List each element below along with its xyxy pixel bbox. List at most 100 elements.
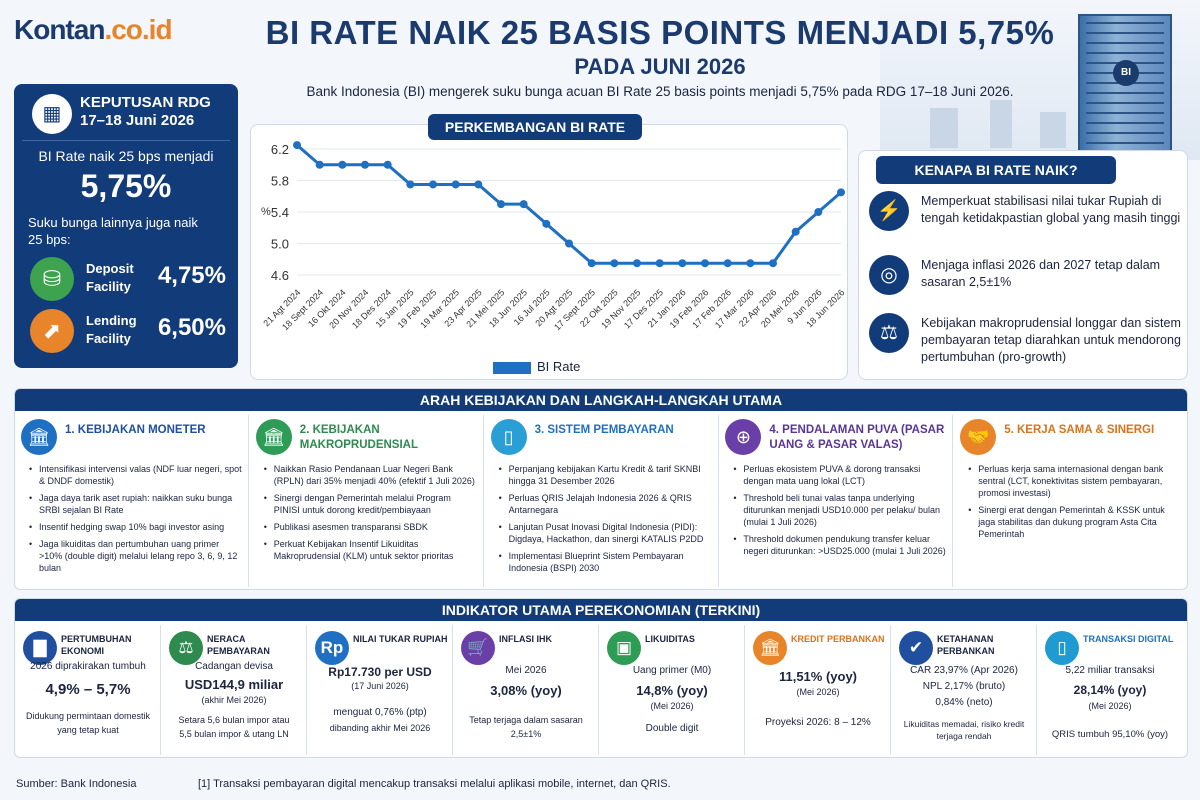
policy-list-item: Jaga likuiditas dan pertumbuhan uang pri… [29,538,243,574]
why-item: ⚡ Memperkuat stabilisasi nilai tukar Rup… [867,189,1183,245]
skyline-building [1040,112,1066,148]
indicator-text: Likuiditas memadai, risiko kredit [903,719,1025,729]
bank-icon: 🏛 [255,419,292,455]
policy-list: Perluas kerja sama internasional dengan … [968,463,1182,545]
data-point [361,160,369,169]
bank-icon: 🏛 [753,631,787,665]
why-item-text: Menjaga inflasi 2026 dan 2027 tetap dala… [921,258,1161,289]
indicator-text: (17 Juni 2026) [351,681,409,691]
data-point [723,259,732,268]
indicator-bank-credit: 🏛 KREDIT PERBANKAN 11,51% (yoy) (Mei 202… [745,625,891,755]
deposit-label-line1: Deposit [86,261,134,276]
page-title: BI RATE NAIK 25 BASIS POINTS MENJADI 5,7… [265,14,1055,51]
indicator-text: (Mei 2026) [796,687,840,697]
indicator-text: 2,5±1% [510,729,542,739]
data-point [633,259,641,268]
lending-label-line2: Facility [86,331,131,346]
data-point [837,188,845,197]
indicator-value: 4,9% – 5,7% [45,681,131,698]
policy-list-item: Implementasi Blueprint Sistem Pembayaran… [499,550,713,574]
calendar-icon: ▦ [32,94,72,134]
shield-icon: ⚡ [869,191,909,231]
page-title-line2: PADA JUNI 2026 [574,54,746,79]
policy-list-item: Perpanjang kebijakan Kartu Kredit & tari… [499,463,713,487]
policy-list: Perpanjang kebijakan Kartu Kredit & tari… [499,463,713,579]
policy-list-item: Threshold dokumen pendukung transfer kel… [733,533,947,557]
policy-column-head: 2. KEBIJAKAN MAKROPRUDENSIAL [299,424,418,451]
data-point [451,180,460,189]
bar-chart-icon: ▇ [23,631,57,665]
indicator-value: 3,08% (yoy) [490,683,562,698]
policy-column-head: 4. PENDALAMAN PUVA (PASAR UANG & PASAR V… [769,424,945,451]
indicator-liquidity: ▣ LIKUIDITAS Uang primer (M0) 14,8% (yoy… [599,625,745,755]
indicator-value: 14,8% (yoy) [636,683,708,698]
y-tick-label: 5.0 [271,237,289,252]
rdg-other-rates-line2: 25 bps: [28,232,71,247]
data-point [383,160,392,169]
indicator-text: (Mei 2026) [650,701,694,711]
indicator-text: Cadangan devisa [195,661,273,672]
indicator-value: Rp17.730 per USD [328,665,432,679]
smartphone-icon: ▯ [1045,631,1079,665]
indicator-value: NPL 2,17% (bruto) [922,681,1006,692]
indicator-text: Uang primer (M0) [632,665,712,676]
data-point [701,259,709,268]
why-item: ◎ Menjaga inflasi 2026 dan 2027 tetap da… [867,253,1183,303]
indicator-inflation: 🛒 INFLASI IHK Mei 2026 3,08% (yoy) Tetap… [453,625,599,755]
indicator-head: PERTUMBUHAN EKONOMI [61,634,132,656]
data-point [519,200,528,209]
deposit-label: Deposit Facility [86,260,134,296]
data-point [678,259,687,268]
data-point [315,160,324,169]
data-point [746,259,755,268]
divider [22,140,230,141]
skyline-building [930,108,958,148]
indicator-text: Mei 2026 [505,665,547,676]
shopping-cart-icon: 🛒 [461,631,495,665]
indicator-text: dibanding akhir Mei 2026 [329,723,431,733]
scale-icon: ⚖ [869,313,909,353]
why-item-text: Kebijakan makroprudensial longgar dan si… [921,316,1181,364]
data-point [791,227,800,236]
indicator-banking-resilience: ✔ KETAHANAN PERBANKAN CAR 23,97% (Apr 20… [891,625,1037,755]
indicator-exchange-rate: Rp NILAI TUKAR RUPIAH Rp17.730 per USD (… [307,625,453,755]
lending-label: Lending Facility [86,312,137,348]
indicator-head: TRANSAKSI DIGITAL [1083,634,1174,644]
indicator-text: 5,22 miliar transaksi [1065,665,1155,676]
indicator-value: USD144,9 miliar [184,677,284,692]
indicator-value: 11,51% (yoy) [778,669,858,684]
kontan-logo[interactable]: Kontan.co.id [14,14,173,46]
policy-list-item: Insentif hedging swap 10% bagi investor … [29,521,243,533]
policy-list-item: Perkuat Kebijakan Insentif Likuiditas Ma… [264,538,478,562]
policy-list: Naikkan Rasio Pendanaan Luar Negeri Bank… [264,463,478,567]
data-point [610,259,619,268]
data-point [769,259,777,268]
indicator-text: Proyeksi 2026: 8 – 12% [765,717,871,728]
policy-column-head: 3. SISTEM PEMBAYARAN [534,424,674,436]
lending-label-line1: Lending [86,313,137,328]
data-point [338,160,347,169]
rdg-heading-title: KEPUTUSAN RDG [80,94,211,111]
handshake-icon: 🤝 [960,419,997,455]
why-panel: ⚡ Memperkuat stabilisasi nilai tukar Rup… [858,150,1188,380]
data-point [587,259,596,268]
indicator-value: 0,84% (neto) [935,697,993,708]
indicator-text: Tetap terjaga dalam sasaran [469,715,583,725]
policy-list: Perluas ekosistem PUVA & dorong transaks… [733,463,947,562]
rdg-heading-date: 17–18 Juni 2026 [80,112,195,129]
bi-rate-chart-card: 6.2 5.8 5.4 5.0 4.6% 21 Agt 2024 18 Sept 2024 1… [250,124,848,380]
y-tick-label: 5.8 [271,174,289,189]
indicator-head: KREDIT PERBANKAN [791,634,885,644]
target-icon: ◎ [869,255,909,295]
policy-list-item: Threshold beli tunai valas tanpa underly… [733,492,947,528]
data-point [542,219,551,228]
policy-column: ▯ 3. SISTEM PEMBAYARAN Perpanjang kebijaka… [485,415,719,587]
bank-icon: 🏛 [21,419,57,455]
chart-legend: BI Rate [493,359,580,374]
policy-column: 🏛 1. KEBIJAKAN MONETER Intensifikasi inter… [15,415,249,587]
indicator-balance-of-payments: ⚖ NERACA PEMBAYARAN Cadangan devisa USD1… [161,625,307,755]
indicator-text: menguat 0,76% (ptp) [333,707,427,718]
data-point [814,208,823,216]
rdg-other-rates-text: Suku bunga lainnya juga naik 25 bps: [28,214,198,248]
legend-label: BI Rate [537,359,581,374]
